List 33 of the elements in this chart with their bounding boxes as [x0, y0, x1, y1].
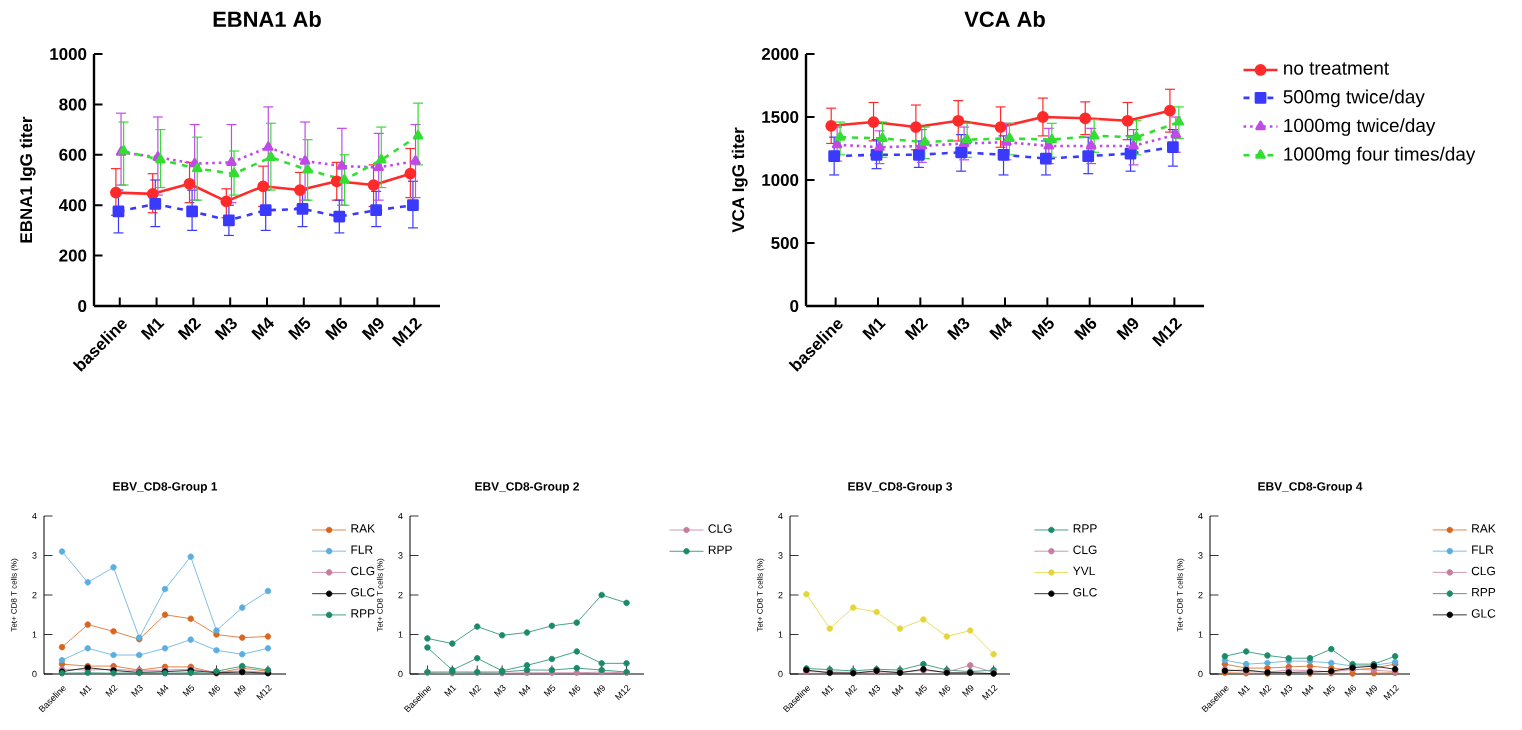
- y-tick-label: 400: [58, 199, 87, 212]
- chart-title: VCA Ab: [964, 10, 1045, 28]
- legend-label: 1000mg twice/day: [1284, 118, 1436, 136]
- y-tick-label: 600: [59, 148, 87, 161]
- y-tick-label: 200: [59, 249, 87, 262]
- x-tick-label: M9: [361, 318, 384, 341]
- x-tick-label: M9: [1116, 318, 1139, 341]
- x-tick-label: M2: [177, 317, 202, 341]
- y-tick-label: 800: [59, 98, 87, 111]
- y-tick-label: 1000: [762, 174, 799, 186]
- y-tick-label: 1500: [762, 111, 799, 123]
- x-tick-label: M3: [946, 317, 970, 341]
- y-axis-title: VCA IgG titer: [731, 127, 748, 233]
- x-tick-label: M2: [904, 317, 929, 341]
- x-tick-label: M3: [214, 317, 237, 341]
- x-tick-label: M6: [1073, 317, 1097, 341]
- y-axis-title: EBNA1 IgG titer: [19, 116, 36, 243]
- legend-label: 500mg twice/day: [1283, 89, 1425, 108]
- x-tick-label: M5: [1031, 316, 1054, 341]
- y-tick-label: 0: [78, 300, 87, 312]
- x-tick-label: M4: [989, 317, 1013, 341]
- x-tick-label: M1: [862, 318, 886, 341]
- x-tick-label: M1: [140, 318, 165, 341]
- legend-label: no treatment: [1284, 62, 1389, 75]
- x-tick-label: M5: [287, 316, 311, 341]
- x-tick-label: M4: [251, 317, 275, 341]
- y-tick-label: 2000: [761, 48, 799, 60]
- chart-title: EBNA1 Ab: [213, 10, 321, 28]
- y-tick-label: 500: [771, 237, 799, 249]
- x-tick-label: M6: [324, 317, 348, 341]
- legend-label: 1000mg four times/day: [1284, 146, 1476, 165]
- y-tick-label: 1000: [50, 48, 87, 60]
- y-tick-label: 0: [790, 300, 799, 312]
